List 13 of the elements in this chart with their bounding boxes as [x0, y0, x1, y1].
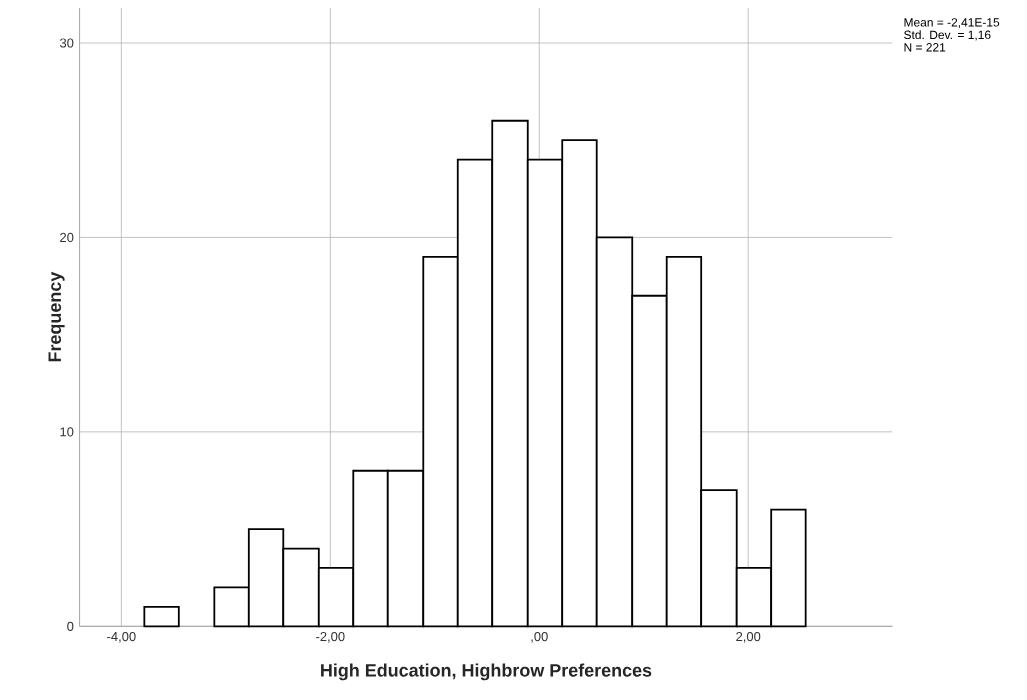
x-tick-label: 2,00 — [736, 631, 761, 643]
y-axis-title: Frequency — [48, 271, 65, 362]
y-tick-label: 20 — [60, 232, 74, 242]
x-axis-title: High Education, Highbrow Preferences — [321, 663, 652, 681]
text: Mean = -2,41E-15 — [904, 18, 1000, 28]
y-tick-label: 30 — [59, 38, 74, 48]
x-tick-label: -4,00 — [107, 631, 136, 643]
y-tick-label: 0 — [67, 621, 74, 631]
text: N = 221 — [904, 43, 946, 52]
x-tick-label: -2,00 — [316, 631, 345, 643]
y-tick-label: 10 — [60, 427, 74, 437]
text: Std. Dev. = 1,16 — [904, 30, 991, 41]
x-tick-label: ,00 — [531, 631, 548, 643]
